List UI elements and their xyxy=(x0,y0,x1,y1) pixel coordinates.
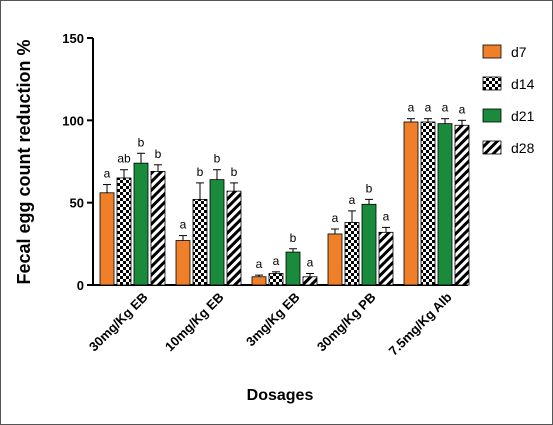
legend-label: d28 xyxy=(511,140,535,156)
significance-letter: a xyxy=(332,211,339,225)
bar xyxy=(403,121,419,286)
significance-letter: a xyxy=(307,255,314,269)
y-tick-label: 0 xyxy=(77,278,84,293)
significance-letter: b xyxy=(290,231,297,245)
significance-letter: ab xyxy=(117,152,131,166)
legend-swatch xyxy=(482,44,502,59)
x-tick-label: 7.5mg/Kg Alb xyxy=(386,289,455,358)
bar xyxy=(454,124,470,286)
bar xyxy=(285,251,301,286)
significance-letter: b xyxy=(197,165,204,179)
legend-label: d21 xyxy=(511,108,535,124)
significance-letter: a xyxy=(273,254,280,268)
significance-letter: b xyxy=(366,181,373,195)
bar xyxy=(226,190,242,286)
bar xyxy=(378,231,394,286)
bar xyxy=(192,198,208,286)
significance-letter: a xyxy=(383,209,390,223)
significance-letter: a xyxy=(104,167,111,181)
bar xyxy=(99,192,115,286)
bar xyxy=(327,233,343,286)
legend-swatch xyxy=(482,76,502,91)
significance-letter: a xyxy=(425,101,432,115)
significance-letter: a xyxy=(408,101,415,115)
bar xyxy=(175,240,191,286)
significance-letter: a xyxy=(459,102,466,116)
x-axis-title: Dosages xyxy=(247,387,314,404)
y-tick-label: 50 xyxy=(70,196,84,211)
legend-swatch xyxy=(482,140,502,155)
significance-letter: b xyxy=(214,152,221,166)
bar xyxy=(302,276,318,286)
legend-label: d14 xyxy=(511,76,535,92)
significance-letter: a xyxy=(256,257,263,271)
x-tick-label: 10mg/Kg EB xyxy=(162,290,227,355)
legend-swatch xyxy=(482,108,502,123)
y-tick-label: 100 xyxy=(62,113,84,128)
y-axis-title: Fecal egg count reduction % xyxy=(14,39,34,284)
significance-letter: a xyxy=(180,218,187,232)
x-tick-label: 30mg/Kg EB xyxy=(86,290,151,355)
bar xyxy=(150,170,166,286)
legend-label: d7 xyxy=(511,44,527,60)
bar xyxy=(344,222,360,286)
x-tick-label: 30mg/Kg PB xyxy=(314,290,379,355)
bar xyxy=(361,203,377,286)
bar xyxy=(251,276,267,286)
significance-letter: b xyxy=(155,147,162,161)
bar xyxy=(420,121,436,286)
significance-letter: a xyxy=(349,193,356,207)
bar xyxy=(437,123,453,286)
bar xyxy=(209,179,225,286)
significance-letter: b xyxy=(138,135,145,149)
bar xyxy=(116,177,132,286)
significance-letter: a xyxy=(442,101,449,115)
y-tick-label: 150 xyxy=(62,31,84,46)
bar xyxy=(133,162,149,286)
bar xyxy=(268,273,284,286)
x-tick-label: 3mg/Kg EB xyxy=(243,290,303,350)
significance-letter: b xyxy=(231,165,238,179)
